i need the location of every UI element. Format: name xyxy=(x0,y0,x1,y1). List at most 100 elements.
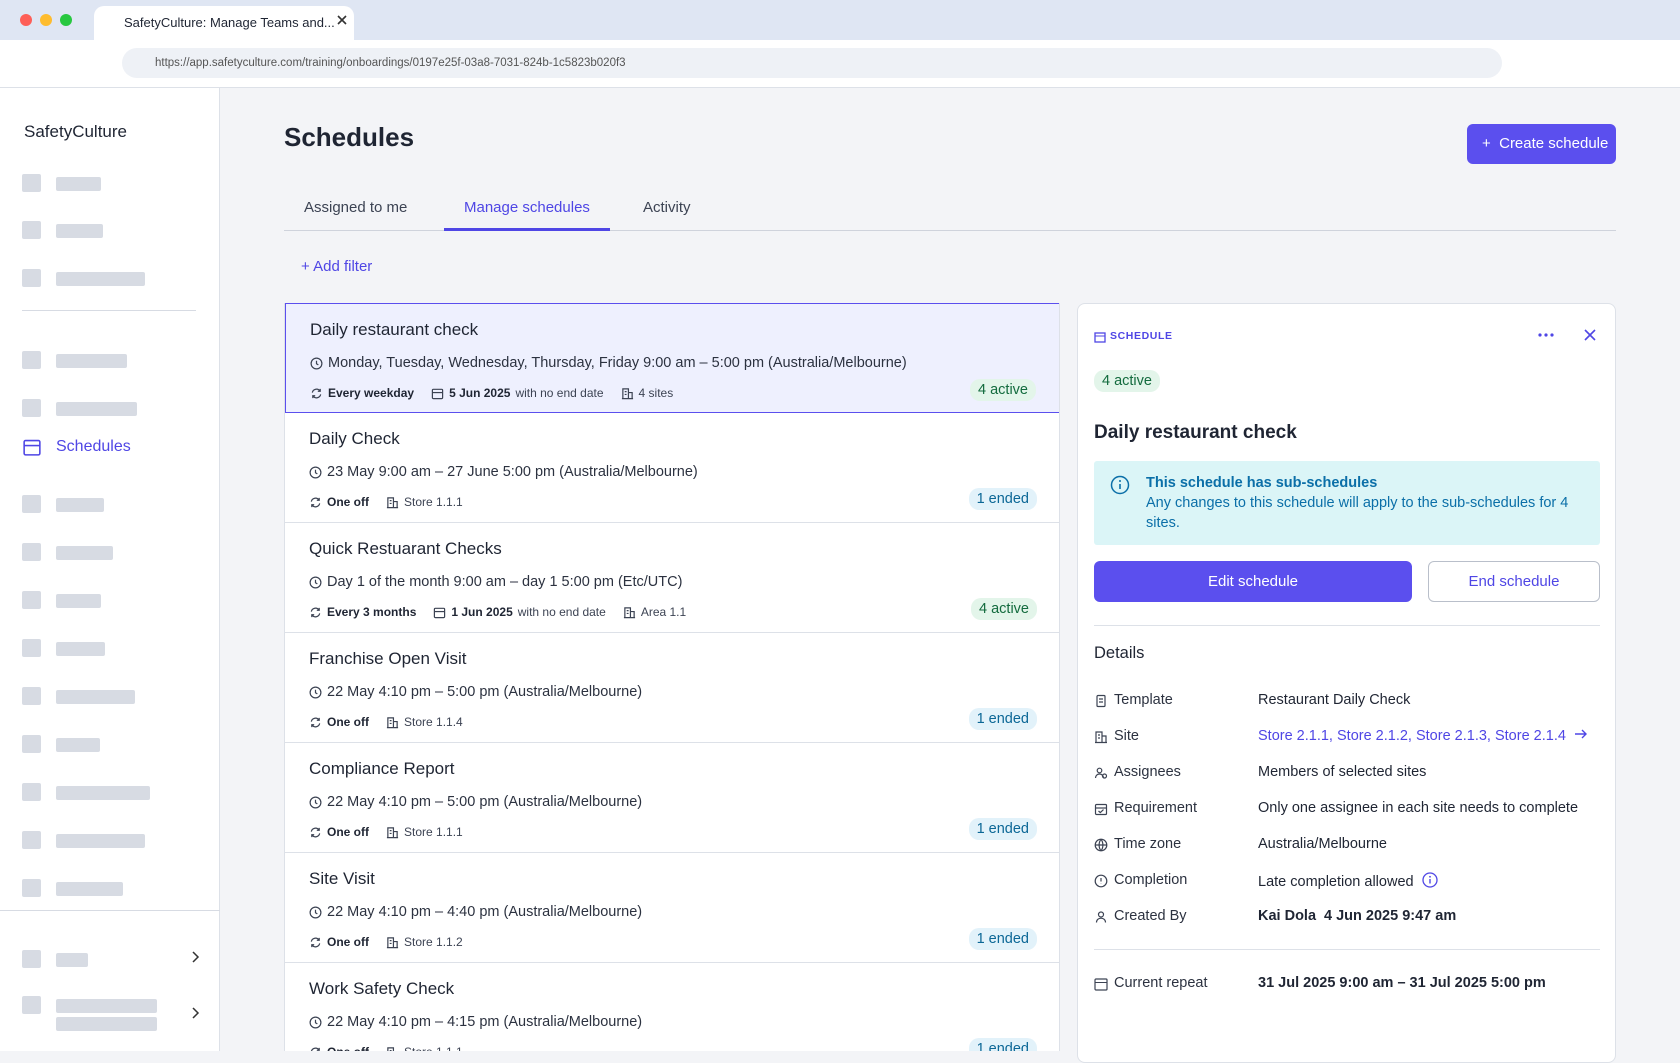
divider xyxy=(0,910,220,911)
time-text: Day 1 of the month 9:00 am – day 1 5:00 … xyxy=(327,574,683,590)
nav-icon-placeholder xyxy=(22,269,41,287)
icon xyxy=(309,1016,322,1029)
schedule-row[interactable]: Quick Restuarant Checks Day 1 of the mont… xyxy=(285,523,1059,633)
schedule-time: 22 May 4:10 pm – 5:00 pm (Australia/Melb… xyxy=(309,684,642,700)
detail-value: Australia/Melbourne xyxy=(1258,836,1387,852)
close-button[interactable] xyxy=(1583,328,1597,342)
schedule-time: 22 May 4:10 pm – 4:40 pm (Australia/Melb… xyxy=(309,904,642,920)
detail-panel: SCHEDULE 4 active Daily restaurant check… xyxy=(1077,303,1616,1063)
site-link[interactable]: Store 2.1.1, Store 2.1.2, Store 2.1.3, S… xyxy=(1258,728,1566,744)
time-text: 22 May 4:10 pm – 4:15 pm (Australia/Melb… xyxy=(327,1014,643,1030)
sites: Store 1.1.4 xyxy=(404,715,463,729)
more-button[interactable] xyxy=(1538,332,1554,338)
nav-label-placeholder xyxy=(56,498,104,512)
detail-label: Site xyxy=(1114,728,1139,744)
create-schedule-button[interactable]: + Create schedule xyxy=(1467,124,1616,164)
recurrence: One off xyxy=(327,935,369,949)
schedule-name: Work Safety Check xyxy=(309,979,455,998)
date-note: with no end date xyxy=(515,386,604,400)
new-tab[interactable] xyxy=(336,13,350,27)
nav-schedules[interactable]: Schedules xyxy=(56,438,131,455)
detail-label: Requirement xyxy=(1114,800,1198,816)
icon xyxy=(386,496,399,509)
detail-label: Created By xyxy=(1114,908,1187,924)
tabs: Assigned to me Manage schedules Activity xyxy=(284,192,1616,231)
icon xyxy=(309,686,322,699)
time-text: Monday, Tuesday, Wednesday, Thursday, Fr… xyxy=(328,355,907,371)
schedule-row[interactable]: Compliance Report 22 May 4:10 pm – 5:00 p… xyxy=(285,743,1059,853)
recurrence: Every 3 months xyxy=(327,605,417,619)
recurrence: One off xyxy=(327,1045,369,1051)
detail-icon xyxy=(1094,802,1108,821)
icon xyxy=(621,387,634,400)
nav-label-placeholder xyxy=(56,402,137,416)
value-text: Kai Dola xyxy=(1258,908,1317,924)
schedule-row[interactable]: Franchise Open Visit 22 May 4:10 pm – 5:0… xyxy=(285,633,1059,743)
status-badge: 1 ended xyxy=(968,488,1037,510)
nav-label-placeholder xyxy=(56,272,145,286)
schedule-row[interactable]: Work Safety Check 22 May 4:10 pm – 4:15 p… xyxy=(285,963,1059,1051)
status-badge: 4 active xyxy=(970,379,1036,401)
icon xyxy=(431,387,444,400)
info-box: This schedule has sub-schedules Any chan… xyxy=(1094,461,1600,545)
time-text: 23 May 9:00 am – 27 June 5:00 pm (Austra… xyxy=(327,464,698,480)
schedule-meta: Every weekday 5 Jun 2025 with no end date 4… xyxy=(310,386,673,400)
tab[interactable]: Manage schedules xyxy=(444,192,610,231)
chevron[interactable] xyxy=(192,950,200,968)
schedule-row[interactable]: Daily Check 23 May 9:00 am – 27 June 5:00… xyxy=(285,413,1059,523)
nav-label-placeholder xyxy=(56,834,145,848)
panel-label: SCHEDULE xyxy=(1110,330,1173,342)
recurrence: One off xyxy=(327,495,369,509)
detail-label: Assignees xyxy=(1114,764,1181,780)
tab-strip: SafetyCulture: Manage Teams and... xyxy=(0,0,1680,40)
created-date: 4 Jun 2025 9:47 am xyxy=(1324,908,1457,924)
nav-label-placeholder xyxy=(56,642,105,656)
detail-icon xyxy=(1094,910,1108,929)
recurrence: One off xyxy=(327,825,369,839)
detail-label: Completion xyxy=(1114,872,1188,888)
sites: Store 1.1.1 xyxy=(404,1045,463,1051)
brand: SafetyCulture xyxy=(24,122,127,141)
chevron[interactable] xyxy=(192,1006,200,1024)
icon xyxy=(623,606,636,619)
info-icon[interactable] xyxy=(1421,872,1438,892)
browser-tab[interactable]: SafetyCulture: Manage Teams and... xyxy=(94,6,354,40)
nav-label-placeholder xyxy=(56,738,100,752)
schedule-row[interactable]: Site Visit 22 May 4:10 pm – 4:40 pm (Aust… xyxy=(285,853,1059,963)
nav-icon-placeholder xyxy=(22,543,41,561)
tab[interactable]: Assigned to me xyxy=(304,199,408,216)
nav-label-placeholder xyxy=(56,786,150,800)
divider xyxy=(1094,625,1600,626)
recurrence: Every weekday xyxy=(328,386,415,400)
end-schedule-button[interactable]: End schedule xyxy=(1428,561,1600,602)
detail-icon xyxy=(1094,838,1108,857)
icon xyxy=(309,826,322,839)
arrow[interactable] xyxy=(1574,728,1588,744)
detail-icon xyxy=(1094,694,1108,713)
detail-value: Members of selected sites xyxy=(1258,764,1426,780)
nav-icon-placeholder xyxy=(22,687,41,705)
tab[interactable]: Activity xyxy=(643,199,691,216)
time-text: 22 May 4:10 pm – 5:00 pm (Australia/Melb… xyxy=(327,684,643,700)
tab-close[interactable] xyxy=(336,14,348,26)
icon xyxy=(309,496,322,509)
nav-icon-placeholder xyxy=(22,879,41,897)
schedule-row[interactable]: Daily restaurant check Monday, Tuesday, W… xyxy=(285,303,1059,413)
calendar-icon xyxy=(1094,978,1108,991)
nav-label-placeholder xyxy=(56,690,135,704)
time-text: 22 May 4:10 pm – 5:00 pm (Australia/Melb… xyxy=(327,794,643,810)
recurrence: One off xyxy=(327,715,369,729)
add-filter[interactable]: + Add filter xyxy=(301,258,373,275)
nav-icon-placeholder xyxy=(22,735,41,753)
nav-icon-placeholder xyxy=(22,351,41,369)
schedule-name: Daily Check xyxy=(309,429,400,448)
schedule-name: Franchise Open Visit xyxy=(309,649,467,668)
schedule-meta: One off Store 1.1.1 xyxy=(309,495,463,509)
schedule-time: 23 May 9:00 am – 27 June 5:00 pm (Austra… xyxy=(309,464,698,480)
panel-status: 4 active xyxy=(1094,370,1160,392)
nav-icon-placeholder xyxy=(22,591,41,609)
icon xyxy=(309,906,322,919)
edit-schedule-button[interactable]: Edit schedule xyxy=(1094,561,1412,602)
address-bar[interactable]: https://app.safetyculture.com/training/o… xyxy=(122,48,1502,78)
detail-value: Only one assignee in each site needs to … xyxy=(1258,800,1578,816)
